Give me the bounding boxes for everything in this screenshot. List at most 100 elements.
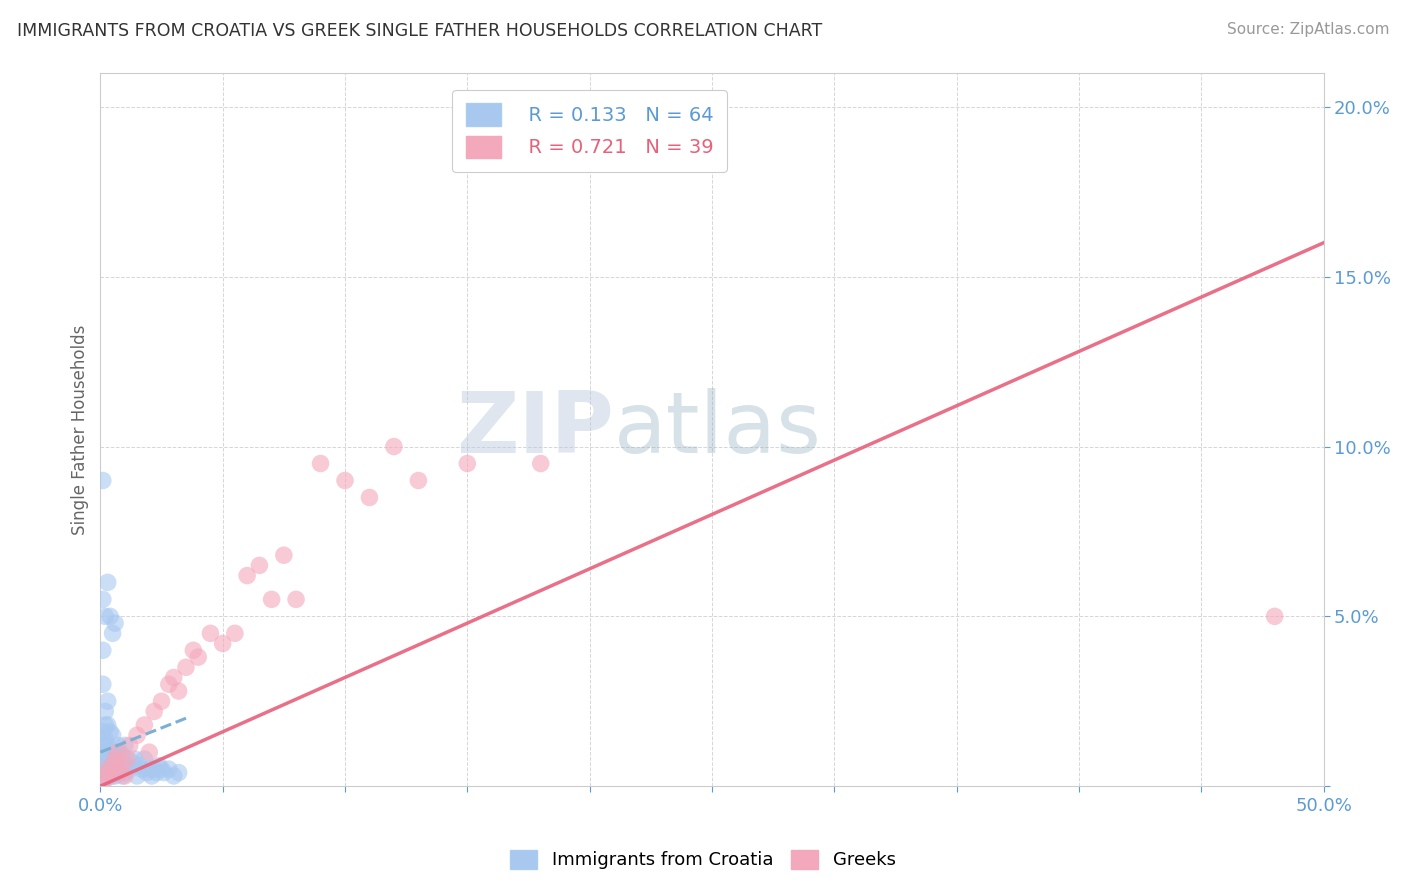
Point: [236, 568, 259, 582]
Point: [163, 769, 186, 783]
Point: [101, 769, 124, 783]
Point: [104, 769, 127, 783]
Point: [101, 758, 124, 772]
Point: [101, 728, 124, 742]
Point: [94, 731, 117, 746]
Point: [97, 718, 120, 732]
Point: [211, 636, 233, 650]
Point: [134, 718, 156, 732]
Point: [153, 765, 176, 780]
Point: [114, 765, 136, 780]
Point: [148, 758, 170, 772]
Point: [125, 769, 148, 783]
Text: IMMIGRANTS FROM CROATIA VS GREEK SINGLE FATHER HOUSEHOLDS CORRELATION CHART: IMMIGRANTS FROM CROATIA VS GREEK SINGLE …: [17, 22, 823, 40]
Point: [108, 745, 131, 759]
Text: atlas: atlas: [614, 388, 823, 471]
Point: [1264, 609, 1286, 624]
Point: [167, 765, 190, 780]
Point: [117, 752, 139, 766]
Point: [91, 745, 114, 759]
Point: [125, 728, 148, 742]
Point: [111, 756, 134, 770]
Point: [530, 457, 553, 471]
Point: [143, 762, 166, 776]
Point: [104, 752, 127, 766]
Point: [94, 718, 117, 732]
Point: [97, 762, 120, 776]
Point: [135, 765, 157, 780]
Point: [131, 762, 153, 776]
Text: Source: ZipAtlas.com: Source: ZipAtlas.com: [1226, 22, 1389, 37]
Point: [101, 626, 124, 640]
Point: [285, 592, 308, 607]
Point: [200, 626, 222, 640]
Point: [224, 626, 246, 640]
Point: [107, 762, 129, 776]
Point: [97, 694, 120, 708]
Point: [91, 772, 114, 787]
Point: [181, 643, 204, 657]
Point: [94, 758, 117, 772]
Point: [91, 776, 114, 790]
Point: [97, 769, 120, 783]
Point: [94, 745, 117, 759]
Point: [91, 765, 114, 780]
Point: [98, 765, 121, 780]
Point: [91, 724, 114, 739]
Point: [157, 677, 180, 691]
Point: [114, 769, 136, 783]
Point: [408, 474, 430, 488]
Point: [94, 769, 117, 783]
Point: [94, 609, 117, 624]
Point: [157, 762, 180, 776]
Point: [247, 558, 270, 573]
Point: [91, 758, 114, 772]
Point: [150, 694, 173, 708]
Point: [97, 756, 120, 770]
Point: [128, 758, 150, 772]
Point: [91, 474, 114, 488]
Point: [118, 762, 141, 776]
Point: [163, 670, 186, 684]
Point: [91, 731, 114, 746]
Legend: Immigrants from Croatia, Greeks: Immigrants from Croatia, Greeks: [501, 841, 905, 879]
Point: [333, 474, 356, 488]
Point: [108, 765, 131, 780]
Point: [111, 769, 134, 783]
Point: [141, 769, 163, 783]
Point: [145, 765, 167, 780]
Legend:   R = 0.133   N = 64,   R = 0.721   N = 39: R = 0.133 N = 64, R = 0.721 N = 39: [451, 90, 727, 171]
Point: [98, 745, 121, 759]
Point: [107, 739, 129, 753]
Point: [187, 650, 209, 665]
Point: [150, 762, 173, 776]
Point: [359, 491, 381, 505]
Point: [97, 739, 120, 753]
Point: [124, 752, 146, 766]
Point: [91, 739, 114, 753]
Point: [143, 705, 166, 719]
Point: [138, 762, 160, 776]
Point: [98, 724, 121, 739]
Point: [91, 677, 114, 691]
Point: [114, 739, 136, 753]
Point: [382, 440, 405, 454]
Point: [101, 752, 124, 766]
Point: [107, 745, 129, 759]
Point: [456, 457, 478, 471]
Point: [91, 643, 114, 657]
Point: [138, 745, 160, 759]
Point: [91, 752, 114, 766]
Point: [117, 758, 139, 772]
Text: ZIP: ZIP: [457, 388, 614, 471]
Point: [260, 592, 283, 607]
Point: [108, 765, 131, 780]
Point: [167, 684, 190, 698]
Point: [309, 457, 332, 471]
Point: [94, 772, 117, 787]
Point: [134, 752, 156, 766]
Point: [97, 575, 120, 590]
Point: [111, 748, 134, 763]
Point: [94, 765, 117, 780]
Point: [118, 739, 141, 753]
